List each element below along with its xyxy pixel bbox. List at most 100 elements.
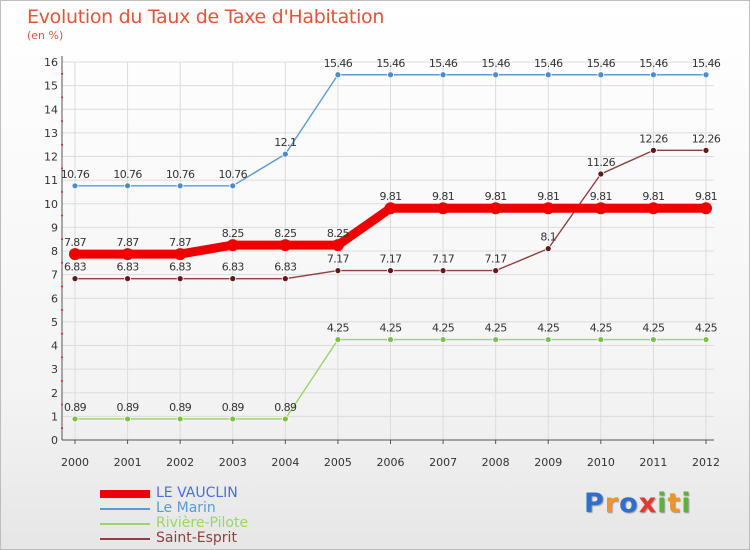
data-label-le-marin: 10.76 <box>113 168 142 181</box>
y-tick-label: 5 <box>51 316 58 329</box>
legend-label: Le Marin <box>156 500 216 516</box>
legend-item-saint-esprit: Saint-Esprit <box>100 531 248 546</box>
logo-letter: P <box>584 488 605 519</box>
y-tick-label: 9 <box>51 221 58 234</box>
logo-letter: t <box>667 488 682 519</box>
x-tick-label: 2006 <box>377 456 405 469</box>
data-point-rivi-re-pilote <box>281 415 289 423</box>
legend-item-rivi-re-pilote: Rivière-Pilote <box>100 516 248 531</box>
data-point-rivi-re-pilote <box>124 415 131 423</box>
x-tick-label: 2008 <box>482 456 510 469</box>
data-label-le-vauclin: 9.81 <box>537 190 559 203</box>
data-point-rivi-re-pilote <box>492 336 500 343</box>
series-saint-esprit: 6.83 6.83 6.83 6.83 6.83 7.17 7.17 7.17 7.17 8.1 1… <box>64 132 721 283</box>
data-label-le-vauclin: 7.87 <box>117 236 140 249</box>
data-point-rivi-re-pilote <box>439 336 447 343</box>
data-label-le-vauclin: 7.87 <box>169 236 192 249</box>
data-label-rivi-re-pilote: 4.25 <box>327 322 350 335</box>
data-label-le-marin: 15.46 <box>324 57 353 70</box>
legend: LE VAUCLIN Le Marin Rivière-Pilote Saint-Es… <box>100 486 248 546</box>
data-point-le-vauclin <box>121 248 134 261</box>
logo-letter: o <box>619 488 639 519</box>
data-label-le-marin: 10.76 <box>61 168 90 181</box>
y-tick-label: 4 <box>51 340 58 353</box>
data-point-saint-esprit <box>229 275 237 283</box>
data-label-rivi-re-pilote: 4.25 <box>432 322 455 335</box>
data-point-rivi-re-pilote <box>597 336 605 343</box>
y-tick-label: 8 <box>51 245 58 258</box>
data-point-le-vauclin <box>69 248 81 261</box>
data-point-saint-esprit <box>176 275 184 283</box>
data-label-saint-esprit: 11.26 <box>587 156 616 169</box>
data-point-saint-esprit <box>439 267 447 275</box>
legend-swatch <box>100 489 150 498</box>
unit-label: (en %) <box>27 29 64 42</box>
data-label-rivi-re-pilote: 0.89 <box>117 401 140 414</box>
x-tick-label: 2009 <box>534 456 562 469</box>
x-tick-label: 2004 <box>271 456 299 469</box>
logo-letter: x <box>638 488 658 519</box>
data-label-saint-esprit: 12.26 <box>692 132 721 145</box>
data-point-le-marin <box>597 71 605 79</box>
data-label-le-marin: 12.1 <box>274 136 296 149</box>
x-tick-label: 2010 <box>587 456 615 469</box>
data-point-saint-esprit <box>334 267 342 275</box>
data-label-saint-esprit: 7.17 <box>327 253 350 266</box>
data-point-rivi-re-pilote <box>229 415 237 423</box>
series-le-vauclin: 7.87 7.87 7.87 8.25 8.25 8.25 9.81 9.81 9.81 9.81… <box>64 190 718 261</box>
data-point-le-marin <box>387 71 394 79</box>
data-label-le-vauclin: 9.81 <box>590 190 612 203</box>
data-point-saint-esprit <box>597 170 605 178</box>
data-point-saint-esprit <box>650 146 657 154</box>
data-label-saint-esprit: 6.83 <box>117 261 140 274</box>
data-point-le-vauclin <box>594 202 607 215</box>
data-point-le-marin <box>439 71 447 79</box>
y-tick-label: 13 <box>44 127 58 140</box>
data-label-le-vauclin: 7.87 <box>64 236 87 249</box>
data-point-rivi-re-pilote <box>544 336 552 343</box>
y-tick-label: 1 <box>51 410 58 423</box>
data-point-le-marin <box>71 182 79 190</box>
x-tick-label: 2007 <box>429 456 457 469</box>
legend-swatch <box>100 522 150 525</box>
data-label-saint-esprit: 7.17 <box>485 253 508 266</box>
data-label-saint-esprit: 6.83 <box>64 261 87 274</box>
y-tick-label: 11 <box>44 174 58 187</box>
chart-title: Evolution du Taux de Taxe d'Habitation <box>27 6 385 28</box>
data-label-rivi-re-pilote: 0.89 <box>64 401 87 414</box>
data-point-le-vauclin <box>226 239 239 252</box>
data-point-le-vauclin <box>700 202 712 215</box>
data-point-le-vauclin <box>384 202 397 215</box>
y-tick-label: 10 <box>44 198 58 211</box>
data-label-rivi-re-pilote: 4.25 <box>590 322 613 335</box>
data-point-saint-esprit <box>702 146 710 154</box>
logo-letter: i <box>681 488 692 519</box>
data-label-le-vauclin: 9.81 <box>432 190 454 203</box>
data-label-rivi-re-pilote: 0.89 <box>222 401 245 414</box>
data-point-le-marin <box>492 71 500 79</box>
data-label-rivi-re-pilote: 4.25 <box>537 322 560 335</box>
data-point-le-vauclin <box>437 202 450 215</box>
data-point-le-marin <box>334 71 342 79</box>
y-tick-label: 12 <box>44 151 58 164</box>
data-point-le-marin <box>124 182 131 190</box>
data-point-le-marin <box>702 71 710 79</box>
data-point-le-marin <box>544 71 552 79</box>
data-point-saint-esprit <box>71 275 79 283</box>
data-label-rivi-re-pilote: 0.89 <box>169 401 192 414</box>
data-point-rivi-re-pilote <box>334 336 342 343</box>
y-tick-label: 0 <box>51 434 58 447</box>
series-rivi-re-pilote: 0.89 0.89 0.89 0.89 0.89 4.25 4.25 4.25 4.25 4.25… <box>64 322 718 423</box>
data-label-rivi-re-pilote: 4.25 <box>485 322 508 335</box>
data-label-le-marin: 15.46 <box>481 57 510 70</box>
data-label-le-marin: 15.46 <box>429 57 458 70</box>
proxiti-logo: Proxiti <box>584 488 692 519</box>
data-label-le-marin: 15.46 <box>587 57 616 70</box>
data-label-saint-esprit: 6.83 <box>274 261 297 274</box>
data-label-saint-esprit: 12.26 <box>639 132 668 145</box>
data-point-rivi-re-pilote <box>71 415 79 423</box>
data-label-le-marin: 15.46 <box>376 57 405 70</box>
data-point-le-marin <box>229 182 237 190</box>
data-label-le-vauclin: 8.25 <box>222 227 245 240</box>
legend-label: Saint-Esprit <box>156 530 237 546</box>
